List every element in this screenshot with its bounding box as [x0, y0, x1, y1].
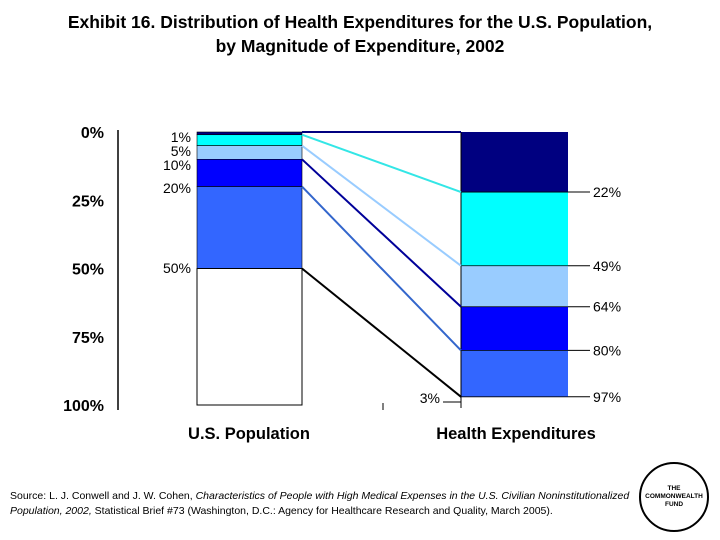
y-tick-label: 50%	[72, 262, 104, 279]
expenditure-label: 97%	[593, 389, 621, 405]
expenditure-segment	[461, 350, 568, 397]
y-tick-label: 100%	[63, 398, 104, 415]
chart-title: Exhibit 16. Distribution of Health Expen…	[0, 10, 720, 58]
connector-line	[301, 158, 462, 308]
stacked-bar-chart: 0% 25% 50% 75% 100% 1%5%10% 20% 50% 22% 49% 64% 80%…	[63, 125, 621, 443]
logo-line: FUND	[664, 501, 684, 508]
expenditure-label: 64%	[593, 299, 621, 315]
population-label: 10%	[163, 157, 191, 173]
population-segment	[196, 159, 303, 187]
expenditure-segment	[461, 396, 568, 405]
expenditure-segment	[461, 132, 568, 193]
title-line-1: Exhibit 16. Distribution of Health Expen…	[67, 12, 653, 32]
source-prefix: Source: L. J. Conwell and J. W. Cohen,	[10, 490, 196, 502]
population-segment	[196, 131, 303, 136]
source-note: Source: L. J. Conwell and J. W. Cohen, C…	[10, 489, 630, 519]
expenditure-label: 80%	[593, 342, 621, 358]
population-segment	[196, 145, 303, 160]
x-category-label: U.S. Population	[188, 425, 310, 443]
expenditure-label: 22%	[593, 184, 621, 200]
remainder-label: 3%	[420, 390, 440, 406]
population-segment	[196, 134, 303, 146]
connector-line	[301, 144, 462, 267]
population-label: 20%	[163, 180, 191, 196]
population-label: 5%	[171, 143, 191, 159]
source-title: Characteristics of People with High Medi…	[10, 490, 630, 517]
population-label: 50%	[163, 260, 191, 276]
y-tick-label: 75%	[72, 330, 104, 347]
connector-line	[301, 267, 462, 398]
logo-line: THE	[667, 485, 681, 492]
expenditure-segment	[461, 192, 568, 266]
connector-line	[301, 133, 462, 194]
x-category-label: Health Expenditures	[436, 425, 596, 443]
commonwealth-fund-logo: THE COMMONWEALTH FUND	[639, 462, 709, 532]
y-tick-label: 25%	[72, 193, 104, 210]
population-segment	[196, 186, 303, 269]
population-segment	[196, 268, 303, 406]
title-line-2: by Magnitude of Expenditure, 2002	[215, 36, 505, 56]
expenditure-segment	[461, 265, 568, 307]
connector-line	[301, 185, 462, 352]
source-suffix: Statistical Brief #73 (Washington, D.C.:…	[91, 505, 553, 517]
y-tick-label: 0%	[81, 125, 104, 142]
logo-line: COMMONWEALTH	[645, 493, 703, 500]
expenditure-segment	[461, 306, 568, 351]
population-label: 1%	[171, 129, 191, 145]
expenditure-label: 49%	[593, 258, 621, 274]
